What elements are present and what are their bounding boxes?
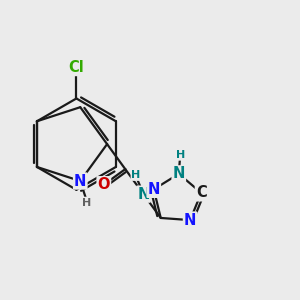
Text: N: N (184, 213, 196, 228)
Text: H: H (176, 150, 185, 160)
Text: N: N (74, 173, 86, 188)
Text: C: C (196, 185, 207, 200)
Text: N: N (148, 182, 160, 197)
Text: N: N (137, 187, 150, 202)
Text: O: O (98, 177, 110, 192)
Text: N: N (172, 167, 185, 182)
Text: Cl: Cl (68, 60, 84, 75)
Text: H: H (131, 170, 141, 180)
Text: H: H (82, 198, 92, 208)
